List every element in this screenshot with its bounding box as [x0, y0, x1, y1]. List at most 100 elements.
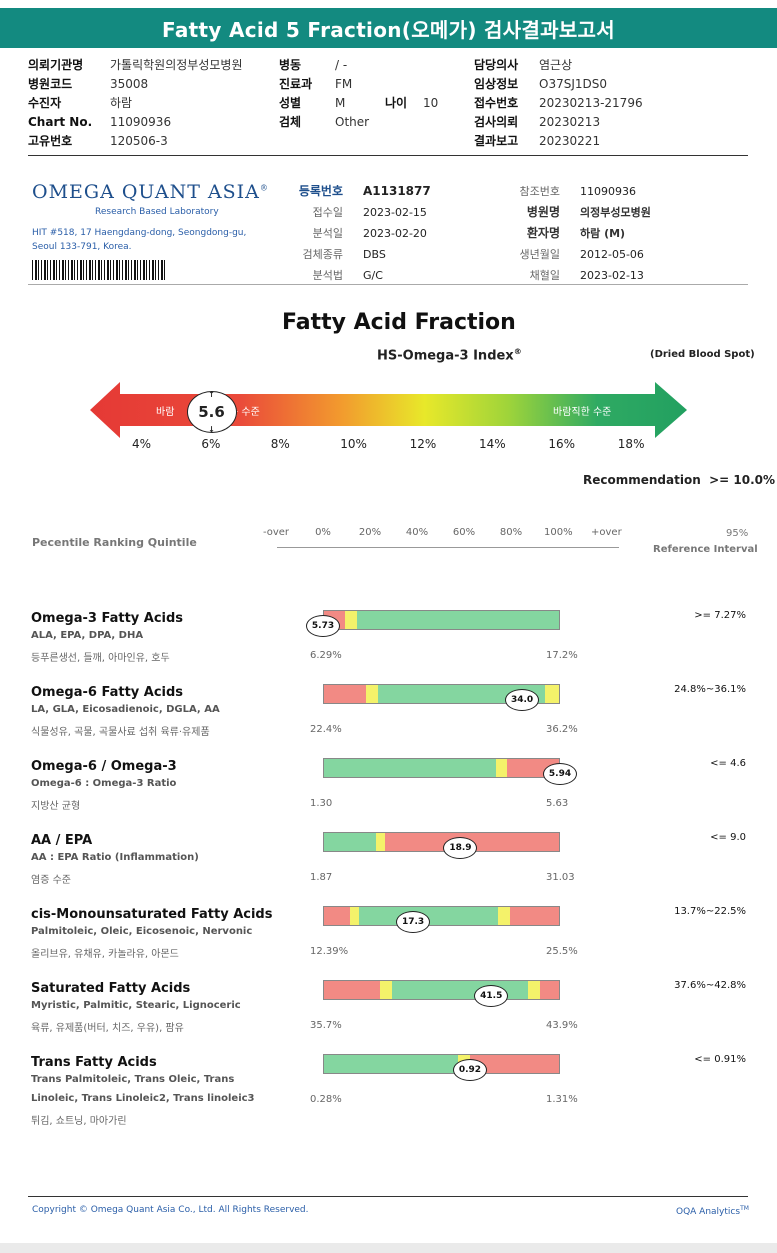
marker-down-arrow-icon: ↓ — [208, 425, 215, 434]
range-max: 31.03 — [546, 872, 575, 883]
hospital-code-label: 병원코드 — [28, 77, 73, 91]
copyright-text: Copyright © Omega Quant Asia Co., Ltd. A… — [32, 1205, 309, 1215]
sex-label: 성별 — [279, 96, 302, 110]
bar-segment-yellow — [495, 759, 508, 777]
department-label: 진료과 — [279, 77, 313, 91]
lab-address-line1: HIT #518, 17 Haengdang-dong, Seongdong-g… — [32, 228, 247, 238]
age-value: 10 — [423, 96, 439, 110]
range-min: 1.30 — [310, 798, 333, 809]
unique-id-value: 120506-3 — [110, 134, 168, 148]
percentile-tick-row: -over 0% 20% 40% 60% 80% 100% +over — [0, 527, 777, 543]
bar-segment-green — [324, 1055, 458, 1073]
value-marker: 5.73 — [306, 615, 340, 637]
reference-value: <= 4.6 — [710, 758, 746, 769]
brand-tm: TM — [740, 1205, 749, 1212]
gauge-tick-label: 14% — [479, 437, 506, 451]
percentile-tick-label: 0% — [315, 527, 331, 538]
percentile-tick-label: 80% — [499, 527, 523, 538]
clinical-info-value: O37SJ1DS0 — [539, 77, 607, 91]
footer-divider — [28, 1196, 748, 1197]
header-mid-col: 병동 / - 진료과 FM 성별 M 나이 10 검체 Other — [279, 56, 438, 132]
ward-value: / - — [335, 58, 348, 72]
row-description: 식물성유, 곡물, 곡물사료 섭취 육류·유제품 — [31, 727, 210, 738]
bar-segment-green — [324, 759, 496, 777]
brand-name: OQA Analytics — [676, 1207, 741, 1217]
value-marker: 41.5 — [474, 985, 509, 1007]
method-label: 분석법 — [312, 269, 343, 282]
index-title: HS-Omega-3 Index® — [377, 347, 522, 363]
percentile-tick-label: 100% — [544, 527, 573, 538]
test-request-label: 검사의뢰 — [474, 115, 519, 129]
receipt-no-value: 20230213-21796 — [539, 96, 643, 110]
gauge-value-marker: ↑ 5.6 ↓ — [186, 390, 237, 434]
gauge-left-label-a: 바람 — [156, 407, 175, 418]
row-description: 올리브유, 유채유, 카놀라유, 아몬드 — [31, 949, 179, 960]
row-title: Omega-6 / Omega-3 — [31, 759, 177, 774]
unique-id-label: 고유번호 — [28, 134, 73, 148]
lab-address-line2: Seoul 133-791, Korea. — [32, 242, 132, 252]
barcode-image — [32, 260, 167, 280]
received-date-label: 접수일 — [312, 206, 343, 219]
percentile-tick-label: +over — [591, 527, 622, 538]
percentile-tick-label: -over — [262, 527, 290, 538]
marker-up-arrow-icon: ↑ — [208, 390, 215, 399]
range-min: 0.28% — [310, 1094, 342, 1105]
bar-segment-red — [324, 685, 367, 703]
report-title-banner: Fatty Acid 5 Fraction(오메가) 검사결과보고서 — [0, 8, 777, 48]
birthdate-label: 생년월일 — [519, 248, 560, 261]
brand-text: OQA AnalyticsTM — [676, 1205, 749, 1217]
percentile-tick-label: 40% — [405, 527, 429, 538]
row-subtitle: ALA, EPA, DPA, DHA — [31, 630, 144, 641]
value-marker: 17.3 — [396, 911, 431, 933]
bar-segment-yellow — [375, 833, 386, 851]
department-value: FM — [335, 77, 353, 91]
bar-segment-green — [324, 833, 376, 851]
received-date-value: 2023-02-15 — [363, 206, 427, 219]
chart-no-label: Chart No. — [28, 115, 93, 129]
reference-95-label: 95% — [726, 528, 749, 539]
bar-segment-yellow — [528, 981, 541, 999]
range-min: 1.87 — [310, 872, 333, 883]
info-divider — [28, 284, 748, 285]
gauge-right-label: 바람직한 수준 — [553, 407, 612, 418]
reference-value: <= 0.91% — [694, 1054, 746, 1065]
reference-interval-label: Reference Interval — [653, 544, 758, 555]
range-max: 36.2% — [546, 724, 578, 735]
bar-segment-red — [509, 907, 559, 925]
row-description: 육류, 유제품(버터, 치즈, 우유), 팜유 — [31, 1023, 184, 1034]
row-subtitle: Trans Palmitoleic, Trans Oleic, Trans — [31, 1074, 235, 1085]
sample-info-block: 등록번호 A1131877 접수일 2023-02-15 분석일 2023-02-20… — [285, 180, 485, 285]
row-subtitle: Palmitoleic, Oleic, Eicosenoic, Nervonic — [31, 926, 253, 937]
reference-value: 37.6%~42.8% — [674, 980, 746, 991]
row-subtitle: Omega-6 : Omega-3 Ratio — [31, 778, 177, 789]
lab-address: HIT #518, 17 Haengdang-dong, Seongdong-g… — [32, 226, 246, 254]
bar-segment-yellow — [366, 685, 379, 703]
physician-value: 염근상 — [539, 58, 573, 72]
gauge-tick-label: 6% — [201, 437, 221, 451]
bar-segment-red — [540, 981, 559, 999]
row-title: Omega-6 Fatty Acids — [31, 685, 184, 700]
row-description: 지방산 균형 — [31, 801, 81, 812]
hospital-name-value: 의정부성모병원 — [580, 206, 651, 219]
index-title-text: HS-Omega-3 Index — [377, 348, 514, 364]
clinical-info-label: 임상정보 — [474, 77, 519, 91]
row-description: 등푸른생선, 들깨, 아마인유, 호두 — [31, 653, 170, 664]
reference-no-label: 참조번호 — [519, 185, 560, 198]
range-bar — [323, 1054, 560, 1074]
range-min: 35.7% — [310, 1020, 342, 1031]
patient-info-block: 참조번호 11090936 병원명 의정부성모병원 환자명 하람 (M) 생년월일 20… — [500, 180, 740, 285]
specimen-value: Other — [335, 115, 370, 129]
reference-value: 13.7%~22.5% — [674, 906, 746, 917]
bar-segment-yellow — [380, 981, 393, 999]
analysis-date-label: 분석일 — [312, 227, 343, 240]
recommendation-text: Recommendation >= 10.0% — [583, 473, 776, 487]
bar-segment-yellow — [544, 685, 559, 703]
bar-segment-yellow — [497, 907, 510, 925]
range-max: 17.2% — [546, 650, 578, 661]
method-value: G/C — [363, 269, 383, 282]
row-title: AA / EPA — [31, 833, 93, 848]
patient-name-label: 환자명 — [526, 226, 560, 240]
hospital-name-label: 병원명 — [526, 205, 560, 219]
gauge-tick-label: 8% — [270, 437, 290, 451]
row-subtitle: LA, GLA, Eicosadienoic, DGLA, AA — [31, 704, 220, 715]
